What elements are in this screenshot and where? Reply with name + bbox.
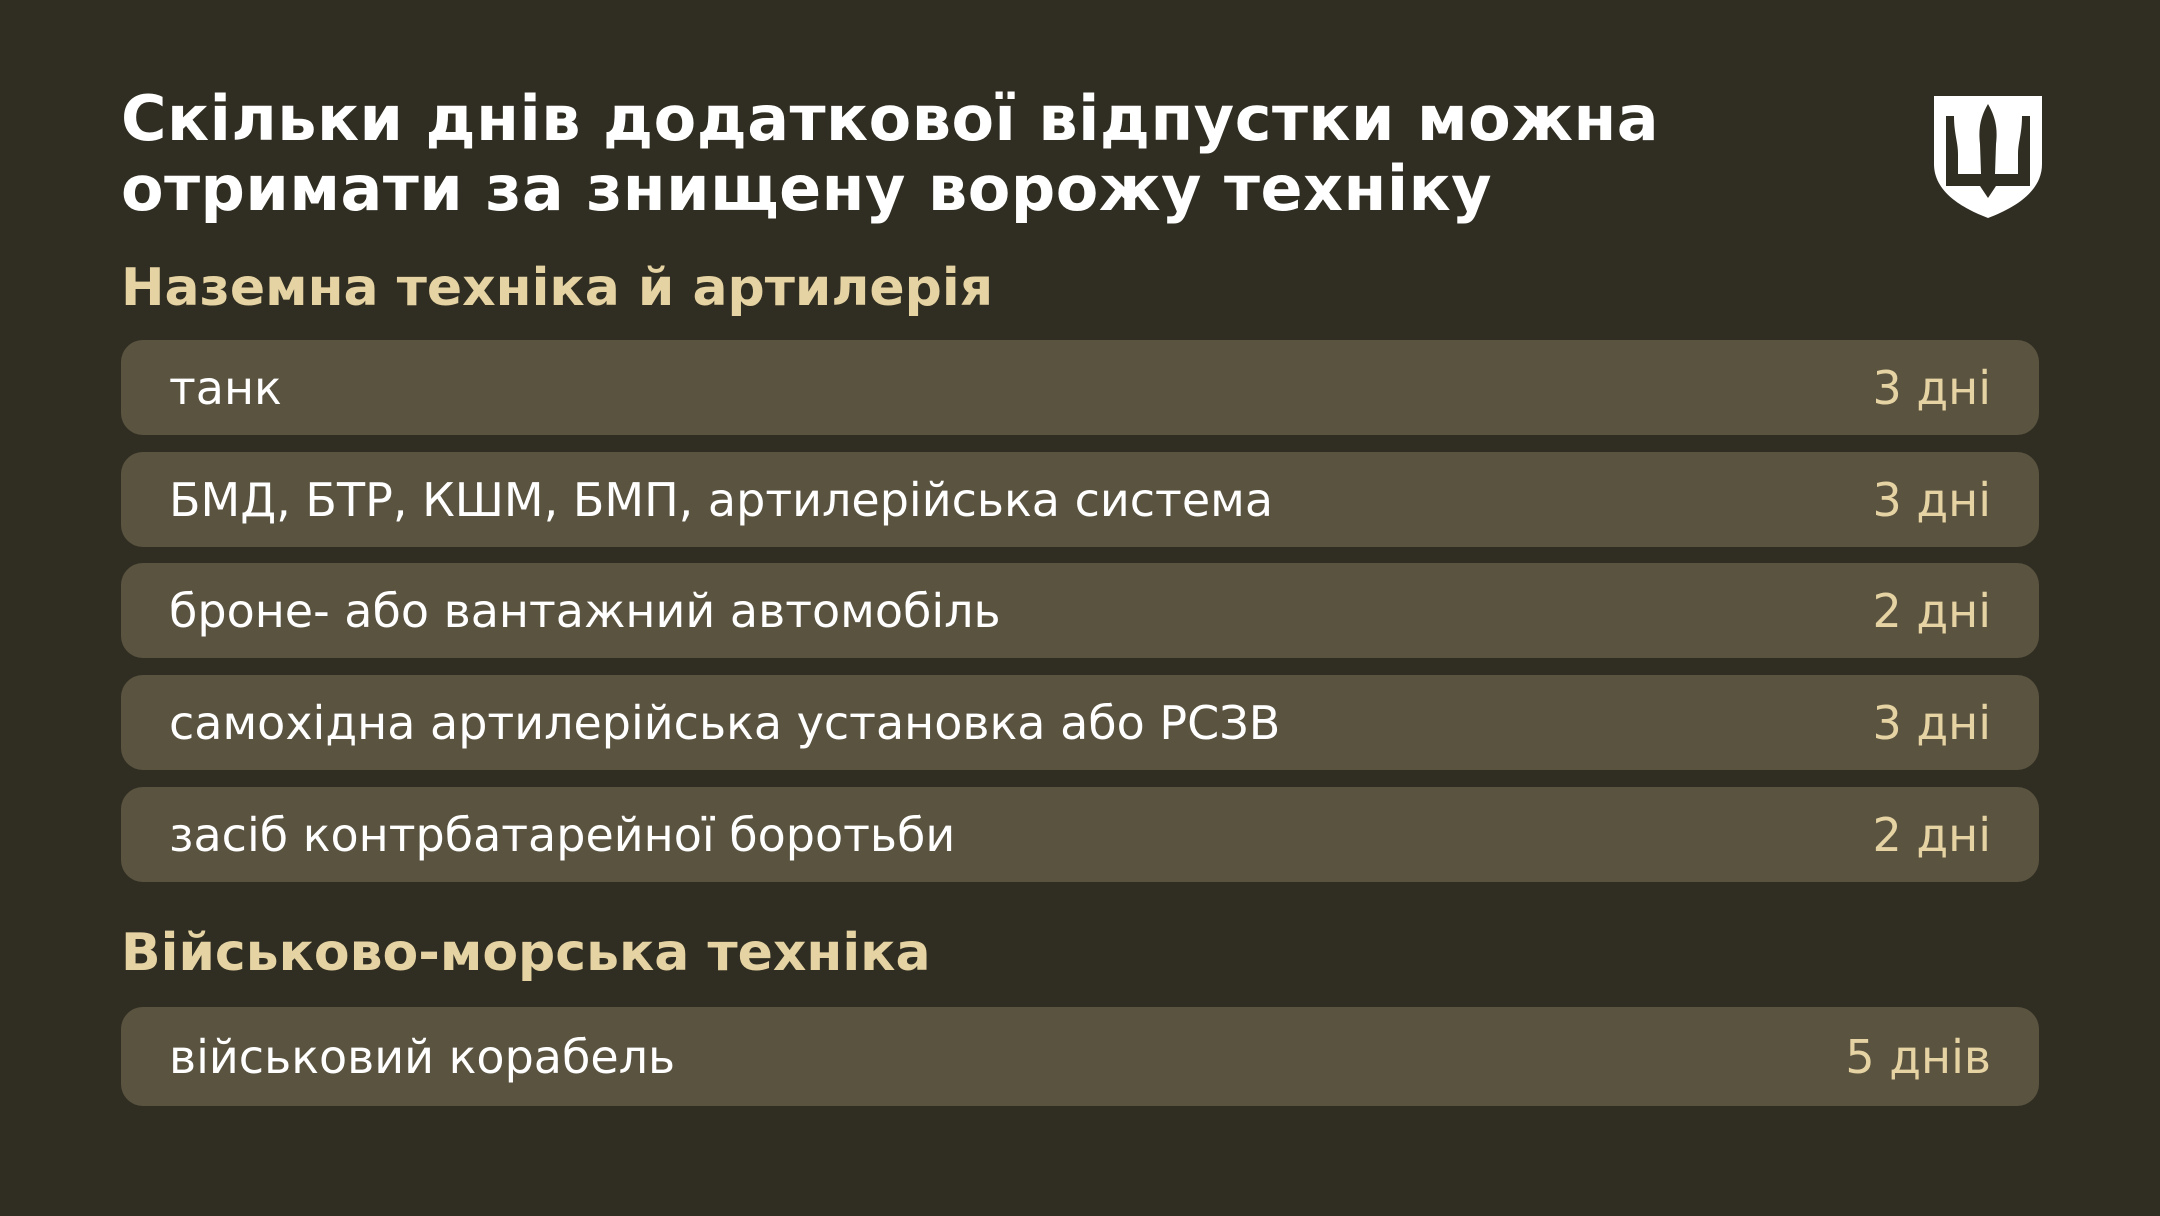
item-value: 5 днів bbox=[1845, 1029, 1991, 1084]
item-value: 3 дні bbox=[1872, 360, 1991, 415]
list-item: військовий корабель 5 днів bbox=[121, 1007, 2039, 1106]
title-line-2: отримати за знищену ворожу техніку bbox=[121, 152, 1493, 225]
list-item: БМД, БТР, КШМ, БМП, артилерійська систем… bbox=[121, 452, 2039, 547]
item-value: 2 дні bbox=[1872, 807, 1991, 862]
page-title: Скільки днів додаткової відпустки можна … bbox=[121, 84, 1821, 224]
list-item: броне- або вантажний автомобіль 2 дні bbox=[121, 563, 2039, 658]
trident-shield-icon bbox=[1934, 96, 2042, 218]
section-heading-ground: Наземна техніка й артилерія bbox=[121, 258, 994, 318]
item-label: танк bbox=[169, 360, 282, 415]
title-line-1: Скільки днів додаткової відпустки можна bbox=[121, 82, 1660, 155]
item-value: 3 дні bbox=[1872, 472, 1991, 527]
list-item: танк 3 дні bbox=[121, 340, 2039, 435]
item-label: самохідна артилерійська установка або РС… bbox=[169, 695, 1281, 750]
item-label: броне- або вантажний автомобіль bbox=[169, 583, 1001, 638]
item-label: засіб контрбатарейної боротьби bbox=[169, 807, 956, 862]
item-value: 3 дні bbox=[1872, 695, 1991, 750]
item-value: 2 дні bbox=[1872, 583, 1991, 638]
list-item: самохідна артилерійська установка або РС… bbox=[121, 675, 2039, 770]
item-label: БМД, БТР, КШМ, БМП, артилерійська систем… bbox=[169, 472, 1274, 527]
item-label: військовий корабель bbox=[169, 1029, 676, 1084]
section-heading-naval: Військово-морська техніка bbox=[121, 923, 931, 983]
list-item: засіб контрбатарейної боротьби 2 дні bbox=[121, 787, 2039, 882]
